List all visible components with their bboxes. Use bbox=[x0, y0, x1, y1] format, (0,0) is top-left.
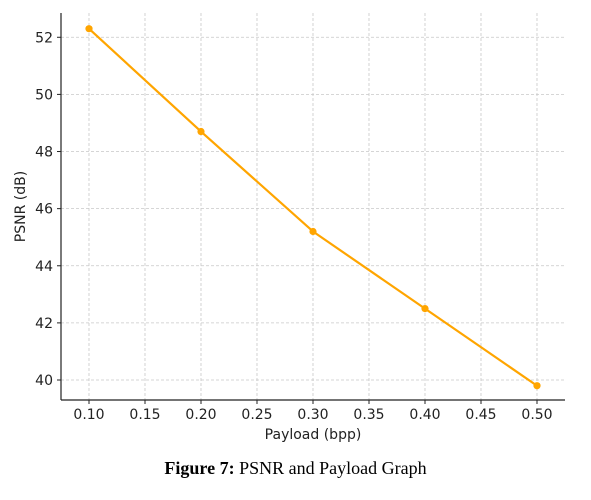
data-point bbox=[309, 227, 317, 236]
figure-caption-label: Figure 7: bbox=[164, 458, 235, 478]
figure-caption: Figure 7: PSNR and Payload Graph bbox=[0, 458, 591, 479]
data-point bbox=[197, 127, 205, 136]
x-tick-label: 0.45 bbox=[465, 407, 496, 423]
data-point bbox=[85, 25, 93, 33]
tick-labels: 0.10 0.15 0.20 0.25 0.30 0.35 0.40 0.45 0.50 40 42… bbox=[35, 30, 552, 423]
axes bbox=[57, 13, 565, 404]
x-tick-label: 0.10 bbox=[73, 407, 104, 423]
x-axis-label: Payload (bpp) bbox=[265, 427, 362, 443]
x-tick-label: 0.35 bbox=[353, 407, 384, 423]
series bbox=[85, 25, 541, 390]
grid bbox=[61, 13, 565, 400]
x-tick-label: 0.15 bbox=[129, 407, 160, 423]
x-tick-label: 0.20 bbox=[185, 407, 216, 423]
y-tick-label: 52 bbox=[35, 30, 53, 46]
x-tick-label: 0.50 bbox=[521, 407, 552, 423]
y-axis-label: PSNR (dB) bbox=[13, 171, 29, 242]
x-tick-label: 0.25 bbox=[241, 407, 272, 423]
y-tick-label: 42 bbox=[35, 316, 53, 332]
y-tick-label: 46 bbox=[35, 202, 53, 218]
x-tick-label: 0.30 bbox=[297, 407, 328, 423]
y-tick-label: 44 bbox=[35, 259, 53, 275]
y-tick-label: 40 bbox=[35, 373, 53, 389]
y-tick-label: 48 bbox=[35, 145, 53, 161]
data-point bbox=[421, 305, 429, 313]
y-tick-label: 50 bbox=[35, 87, 53, 103]
psnr-payload-chart: 0.10 0.15 0.20 0.25 0.30 0.35 0.40 0.45 0.50 40 42… bbox=[13, 13, 565, 443]
data-point bbox=[533, 382, 541, 390]
figure-caption-text: PSNR and Payload Graph bbox=[239, 458, 427, 478]
x-tick-label: 0.40 bbox=[409, 407, 440, 423]
series-line bbox=[88, 27, 538, 387]
